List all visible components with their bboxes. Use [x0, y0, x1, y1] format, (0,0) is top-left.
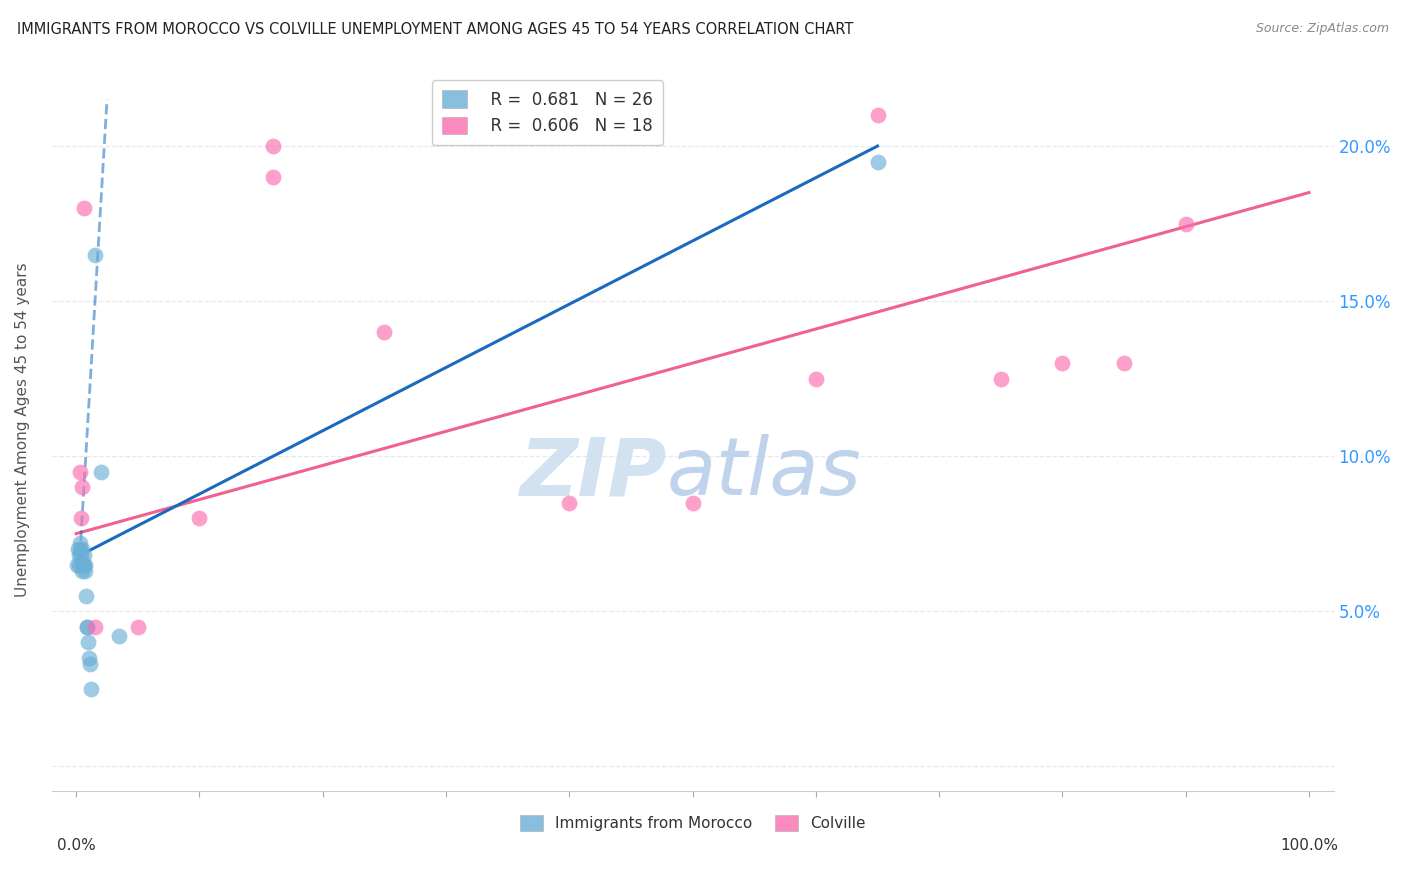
Point [72, 558, 94, 572]
Point [75, 564, 97, 578]
Text: 100.0%: 100.0% [1279, 838, 1339, 853]
Point [127, 620, 149, 634]
Point [262, 139, 284, 153]
Text: 0.0%: 0.0% [56, 838, 96, 853]
Point [69, 536, 91, 550]
Point [83, 620, 105, 634]
Point [866, 108, 889, 122]
Point [73, 549, 96, 563]
Point [804, 371, 827, 385]
Point [1112, 356, 1135, 370]
Point [72, 564, 94, 578]
Point [72, 542, 94, 557]
Point [70, 549, 93, 563]
Point [72, 480, 94, 494]
Point [90, 465, 112, 479]
Point [262, 169, 284, 184]
Text: IMMIGRANTS FROM MOROCCO VS COLVILLE UNEMPLOYMENT AMONG AGES 45 TO 54 YEARS CORRE: IMMIGRANTS FROM MOROCCO VS COLVILLE UNEM… [17, 22, 853, 37]
Point [558, 495, 581, 509]
Point [77, 650, 100, 665]
Text: atlas: atlas [666, 434, 862, 512]
Point [77, 635, 100, 649]
Point [69, 542, 91, 557]
Point [1052, 356, 1074, 370]
Point [66, 558, 89, 572]
Point [682, 495, 704, 509]
Text: Source: ZipAtlas.com: Source: ZipAtlas.com [1256, 22, 1389, 36]
Point [72, 558, 94, 572]
Point [83, 247, 105, 261]
Point [72, 201, 94, 215]
Point [66, 542, 89, 557]
Point [76, 620, 98, 634]
Text: ZIP: ZIP [520, 434, 666, 512]
Legend: Immigrants from Morocco, Colville: Immigrants from Morocco, Colville [513, 809, 872, 838]
Point [70, 511, 93, 525]
Point [79, 657, 101, 671]
Point [75, 589, 97, 603]
Point [73, 558, 96, 572]
Point [373, 325, 395, 339]
Point [69, 465, 91, 479]
Point [866, 154, 889, 169]
Point [1174, 217, 1197, 231]
Y-axis label: Unemployment Among Ages 45 to 54 years: Unemployment Among Ages 45 to 54 years [15, 262, 30, 597]
Point [67, 558, 90, 572]
Point [108, 629, 131, 643]
Point [67, 549, 90, 563]
Point [80, 681, 103, 696]
Point [990, 371, 1012, 385]
Point [76, 620, 98, 634]
Point [188, 511, 211, 525]
Point [70, 558, 93, 572]
